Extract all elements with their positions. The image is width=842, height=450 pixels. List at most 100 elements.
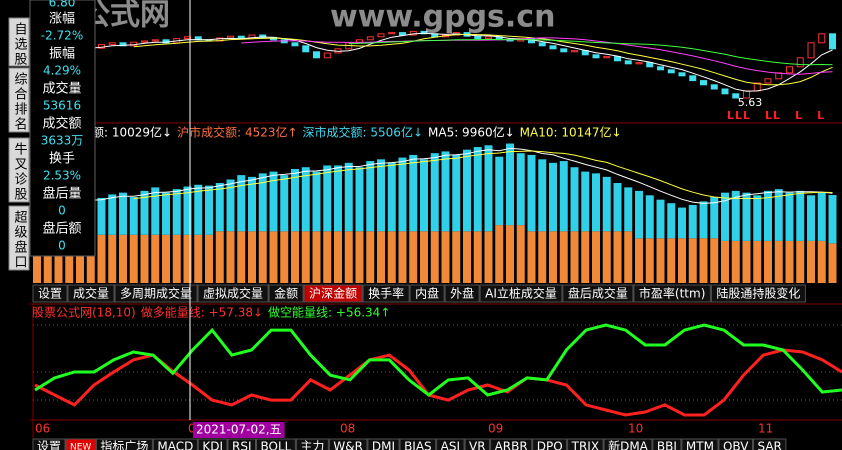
bottom-tab-bg[interactable] bbox=[367, 438, 400, 450]
candle bbox=[108, 42, 116, 46]
bottom-tab[interactable]: OBV bbox=[723, 440, 749, 450]
candle bbox=[409, 30, 417, 36]
bottom-tab-bg[interactable] bbox=[256, 438, 296, 450]
bottom-tab-bg[interactable] bbox=[718, 438, 753, 450]
bottom-tab[interactable]: ARBR bbox=[495, 440, 528, 450]
tab-bg[interactable] bbox=[710, 284, 806, 303]
tab-bg[interactable] bbox=[409, 284, 445, 303]
tab-bg[interactable] bbox=[32, 284, 68, 303]
bottom-tab[interactable]: NEW bbox=[70, 443, 91, 450]
tab[interactable]: 外盘 bbox=[450, 286, 474, 301]
candle bbox=[689, 75, 697, 82]
tab-bg[interactable] bbox=[114, 284, 198, 303]
tab[interactable]: 市盈率(ttm) bbox=[639, 286, 705, 301]
tab[interactable]: 盘后成交量 bbox=[568, 286, 628, 301]
candle bbox=[678, 72, 686, 77]
bottom-tab-bg[interactable] bbox=[652, 438, 682, 450]
volume-bar-sh bbox=[280, 231, 289, 283]
tab[interactable]: 虚拟成交量 bbox=[203, 286, 263, 301]
tab[interactable]: 成交量 bbox=[73, 286, 109, 301]
bottom-tab-bg[interactable] bbox=[464, 438, 491, 450]
bottom-tab-bg[interactable] bbox=[532, 438, 568, 450]
volume-bar-sz bbox=[484, 145, 493, 232]
bottom-tab[interactable]: DPO bbox=[537, 440, 563, 450]
bottom-tab[interactable]: TRIX bbox=[571, 440, 599, 450]
sidebar-tab[interactable]: 牛叉诊股 bbox=[12, 142, 28, 202]
bottom-tab-bg[interactable] bbox=[567, 438, 604, 450]
bottom-tab-bg[interactable] bbox=[490, 438, 533, 450]
tab-bg[interactable] bbox=[67, 284, 115, 303]
bottom-tab[interactable]: ASI bbox=[441, 440, 460, 450]
tab[interactable]: 陆股通持股变化 bbox=[716, 286, 800, 301]
bottom-tab[interactable]: 指标广场 bbox=[100, 439, 148, 450]
tab[interactable]: 设置 bbox=[38, 287, 62, 301]
sidebar-tab-bg[interactable] bbox=[8, 137, 30, 203]
tab-bg[interactable] bbox=[303, 284, 363, 303]
bottom-tab[interactable]: RSI bbox=[232, 440, 252, 450]
x-axis-label: 06 bbox=[35, 422, 50, 436]
tab-bg[interactable] bbox=[633, 284, 711, 303]
sidebar-tab[interactable]: 综合排名 bbox=[12, 72, 28, 132]
bottom-tab-bg[interactable] bbox=[399, 438, 437, 450]
tab[interactable]: AI立桩成交量 bbox=[485, 286, 557, 301]
volume-bar-sz bbox=[796, 190, 805, 241]
bottom-tab-bg[interactable] bbox=[752, 438, 787, 450]
bottom-tab[interactable]: BOLL bbox=[261, 440, 292, 450]
tab-bg[interactable] bbox=[197, 284, 269, 303]
bottom-tab-bg[interactable] bbox=[295, 438, 329, 450]
volume-bar-sh bbox=[97, 234, 106, 283]
tab[interactable]: 多周期成交量 bbox=[120, 286, 192, 301]
bottom-tab[interactable]: BBI bbox=[657, 440, 677, 450]
bottom-tab[interactable]: 主力 bbox=[300, 440, 324, 450]
candle bbox=[474, 35, 482, 40]
volume-bar-sh bbox=[602, 231, 611, 283]
candle bbox=[721, 88, 729, 95]
volume-bar-sh bbox=[506, 225, 514, 283]
bottom-tab[interactable]: BIAS bbox=[404, 440, 432, 450]
tab[interactable]: 沪深金额 bbox=[309, 286, 357, 301]
tab-bg[interactable] bbox=[479, 284, 563, 303]
volume-bar-sz bbox=[344, 162, 353, 232]
bottom-tab[interactable]: KDJ bbox=[202, 440, 223, 450]
bottom-tab-bg[interactable] bbox=[603, 438, 653, 450]
volume-bar-sh bbox=[678, 238, 686, 283]
volume-bar-sh bbox=[635, 238, 643, 283]
bottom-tab-bg[interactable] bbox=[95, 438, 153, 450]
bottom-tab-bg[interactable] bbox=[436, 438, 465, 450]
tab-bg[interactable] bbox=[268, 284, 304, 303]
tab[interactable]: 金额 bbox=[274, 286, 298, 301]
tab-bg[interactable] bbox=[444, 284, 480, 303]
candle bbox=[377, 33, 385, 38]
bottom-tab[interactable]: DMI bbox=[372, 440, 395, 450]
info-label: 成交量 bbox=[42, 81, 81, 97]
volume-bar-sz bbox=[269, 171, 278, 232]
bottom-tab[interactable]: 设置 bbox=[37, 440, 61, 450]
bottom-tab-bg[interactable] bbox=[65, 438, 96, 450]
sidebar-tab[interactable]: 自选股 bbox=[12, 22, 28, 67]
info-value: 2.53% bbox=[43, 169, 81, 183]
tab[interactable]: 内盘 bbox=[415, 286, 439, 301]
bottom-tab-bg[interactable] bbox=[328, 438, 368, 450]
tab-bg[interactable] bbox=[562, 284, 634, 303]
candle bbox=[323, 52, 331, 59]
bottom-tab-bg[interactable] bbox=[197, 438, 228, 450]
sidebar-tab[interactable]: 超级盘口 bbox=[12, 210, 28, 270]
bottom-tab-bg[interactable] bbox=[681, 438, 719, 450]
bottom-tab[interactable]: MTM bbox=[686, 440, 714, 450]
bottom-tab-bg[interactable] bbox=[227, 438, 256, 450]
bottom-tab[interactable]: 新DMA bbox=[608, 439, 649, 450]
tab[interactable]: 换手率 bbox=[368, 286, 404, 301]
volume-bar-sh bbox=[484, 231, 493, 283]
sidebar-tab-bg[interactable] bbox=[8, 17, 30, 67]
bottom-tab[interactable]: SAR bbox=[757, 440, 781, 450]
bottom-tab-bg[interactable] bbox=[32, 438, 66, 450]
bottom-tab[interactable]: W&R bbox=[333, 440, 363, 450]
sidebar-tab-bg[interactable] bbox=[8, 67, 30, 133]
sidebar-tab-bg[interactable] bbox=[8, 205, 30, 271]
bottom-tab[interactable]: MACD bbox=[157, 440, 193, 450]
tab-bg[interactable] bbox=[362, 284, 410, 303]
bottom-tab-bg[interactable] bbox=[152, 438, 198, 450]
bottom-tab[interactable]: VR bbox=[469, 440, 486, 450]
candle bbox=[603, 56, 611, 59]
